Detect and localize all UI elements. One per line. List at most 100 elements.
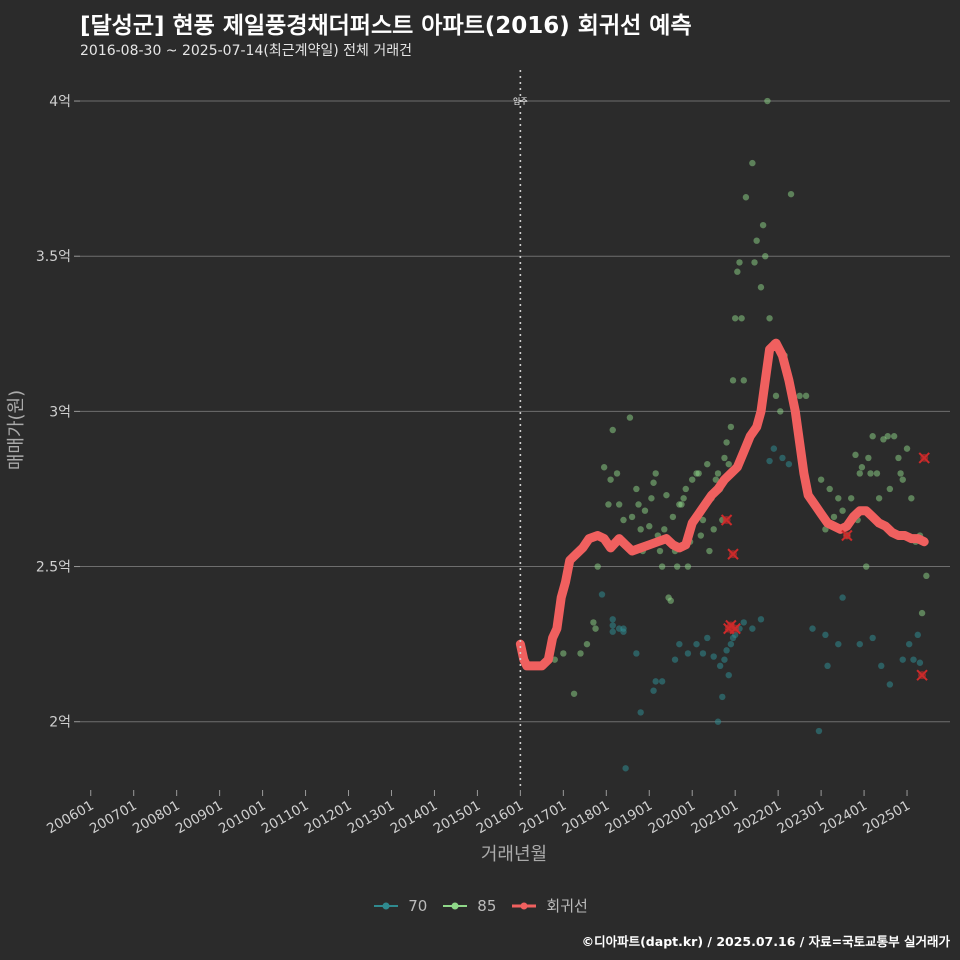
series-70-point: [693, 640, 700, 648]
series-85-point: [673, 563, 681, 570]
series-70-point: [676, 640, 683, 648]
regression-line-layer: [515, 338, 929, 671]
series-70-point: [809, 625, 816, 632]
x-tick-label: 200601: [44, 798, 97, 838]
series-85-point: [890, 433, 898, 440]
y-axis-ticks: 2억 2.5억 3억 3.5억 4억: [36, 94, 80, 731]
x-tick-label: 201501: [431, 798, 484, 838]
series-85-point: [723, 439, 730, 446]
y-axis-label: 매매가(원): [6, 390, 27, 470]
x-tick-label: 201601: [474, 798, 527, 838]
series-85-point: [646, 523, 653, 530]
x-axis-label: 거래년월: [481, 844, 547, 865]
x-tick-label: 201901: [603, 798, 656, 838]
legend-key-regression-icon: [512, 902, 537, 909]
series-85-point: [689, 476, 696, 483]
series-85-point: [678, 501, 685, 508]
x-axis-ticks: 2006012007012008012009012010012011012012…: [44, 790, 913, 837]
series-85-point: [923, 572, 930, 580]
x-tick-label: 201001: [216, 798, 269, 838]
series-85-point: [772, 392, 780, 400]
series-85-point: [903, 445, 911, 452]
outlier-marker: [916, 669, 928, 681]
outlier-marker: [720, 514, 733, 526]
series-85-point: [607, 476, 614, 483]
series-85-point: [858, 464, 866, 471]
series-85-point: [867, 470, 874, 477]
outlier-marker: [918, 452, 930, 464]
outlier-marker: [729, 622, 741, 635]
series-85-point: [648, 495, 655, 502]
series-70-point: [704, 634, 711, 642]
series-85-point: [777, 408, 784, 415]
series-85-point: [613, 470, 621, 477]
series-85-point: [796, 392, 803, 400]
series-85-point: [697, 532, 705, 539]
series-85-point: [710, 526, 717, 533]
series-85-point: [609, 426, 616, 434]
x-tick-label: 201101: [259, 798, 312, 838]
x-tick-label: 200701: [87, 798, 140, 838]
series-85-point: [852, 451, 859, 459]
series-70-point: [910, 656, 917, 663]
series-85-point: [863, 563, 870, 570]
series-85-point: [899, 476, 906, 483]
series-85-point: [856, 470, 863, 477]
series-70-point: [815, 727, 823, 735]
series-85-point: [594, 563, 601, 570]
series-85-point: [897, 470, 904, 477]
series-85-point: [873, 470, 881, 477]
series-70-point: [727, 640, 735, 648]
series-85-point: [731, 315, 739, 322]
series-85-point: [835, 495, 842, 502]
legend: 70 85 회귀선: [0, 895, 960, 916]
series-70-point: [609, 622, 616, 629]
series-70-points: [598, 445, 924, 772]
series-85-point: [787, 190, 795, 198]
legend-item-regression: 회귀선: [510, 895, 588, 916]
series-85-point: [729, 377, 737, 384]
series-85-point: [633, 485, 640, 493]
series-85-point: [570, 690, 578, 697]
series-85-point: [682, 485, 689, 493]
series-85-point: [886, 485, 894, 493]
series-85-point: [667, 597, 674, 604]
series-70-point: [650, 687, 657, 694]
series-85-point: [684, 563, 692, 570]
x-tick-label: 201701: [517, 798, 570, 838]
series-70-point: [598, 591, 606, 598]
series-70-point: [699, 650, 707, 657]
series-85-point: [652, 470, 659, 477]
series-70-point: [779, 454, 786, 462]
series-85-point: [592, 625, 599, 632]
grid-layer: [80, 100, 950, 723]
footer-credit: ©디아파트(dapt.kr) / 2025.07.16 / 자료=국토교통부 실…: [581, 934, 950, 949]
series-85-points: [551, 97, 930, 697]
series-70-point: [710, 653, 717, 660]
series-70-point: [609, 616, 616, 623]
series-70-point: [719, 693, 726, 701]
x-tick-label: 202001: [646, 798, 699, 838]
series-85-point: [714, 470, 722, 477]
series-70-point: [766, 457, 773, 465]
x-tick-label: 200901: [173, 798, 226, 838]
series-85-point: [669, 513, 677, 521]
series-70-point: [652, 678, 659, 685]
series-85-point: [839, 507, 846, 514]
series-70-point: [740, 619, 747, 626]
legend-key-70-icon: [374, 902, 399, 909]
series-85-point: [656, 547, 664, 555]
series-70-point: [869, 634, 876, 642]
series-85-point: [727, 423, 735, 431]
series-70-point: [822, 631, 829, 639]
series-70-point: [856, 640, 863, 648]
y-tick-label: 3.5억: [36, 249, 71, 265]
series-85-point: [641, 507, 649, 514]
series-70-point: [684, 650, 692, 657]
series-85-point: [762, 253, 769, 260]
series-85-point: [658, 563, 666, 570]
series-85-point: [753, 237, 760, 244]
series-70-point: [770, 445, 778, 452]
series-70-point: [622, 765, 629, 772]
